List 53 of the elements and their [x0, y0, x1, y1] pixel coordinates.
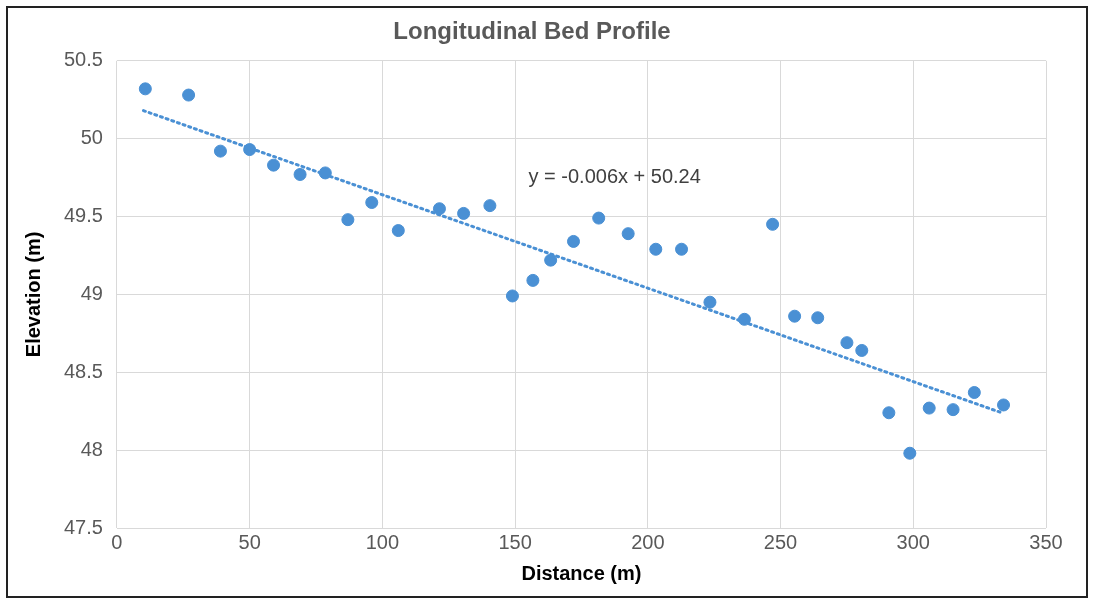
point [483, 199, 497, 213]
y-tick-label: 49.5 [63, 204, 103, 227]
point [293, 167, 307, 181]
point [267, 158, 281, 172]
point [592, 211, 606, 225]
point [922, 401, 936, 415]
x-tick-label: 50 [238, 530, 261, 553]
point [457, 206, 471, 220]
point [882, 406, 896, 420]
point [621, 227, 635, 241]
y-tick-label: 50 [80, 126, 103, 149]
x-axis-title: Distance (m) [521, 561, 642, 584]
point [213, 144, 227, 158]
point [544, 253, 558, 267]
x-tick-label: 200 [631, 530, 665, 553]
point [675, 242, 689, 256]
y-axis-title: Elevation (m) [21, 231, 44, 358]
y-tick-label: 50.5 [63, 48, 103, 71]
point [903, 446, 917, 460]
point [811, 311, 825, 325]
x-tick-label: 350 [1029, 530, 1063, 553]
point [318, 166, 332, 180]
x-tick-label: 300 [896, 530, 930, 553]
point [766, 217, 780, 231]
point [341, 213, 355, 227]
point [703, 295, 717, 309]
point [788, 309, 802, 323]
point [391, 224, 405, 238]
x-tick-label: 150 [498, 530, 532, 553]
x-tick-label: 100 [365, 530, 400, 553]
point [432, 202, 446, 216]
y-tick-label: 48 [80, 437, 103, 460]
point [567, 234, 580, 248]
point [855, 343, 869, 357]
annotation: y = -0.006x + 50.24 [528, 165, 701, 188]
point [505, 289, 519, 303]
point [840, 336, 854, 350]
point [946, 403, 960, 417]
point [243, 143, 257, 157]
y-tick-label: 49 [80, 281, 103, 304]
x-tick-label: 250 [763, 530, 798, 553]
y-tick-label: 48.5 [63, 359, 103, 382]
point [997, 398, 1011, 412]
y-tick-label: 47.5 [63, 515, 103, 538]
point [182, 88, 196, 102]
x-tick-label: 0 [111, 530, 123, 553]
point [649, 242, 663, 256]
point [737, 312, 751, 326]
point [138, 82, 152, 96]
point [967, 386, 981, 400]
chart-title: Longitudinal Bed Profile [393, 17, 671, 45]
point [526, 273, 540, 287]
point [365, 196, 379, 210]
